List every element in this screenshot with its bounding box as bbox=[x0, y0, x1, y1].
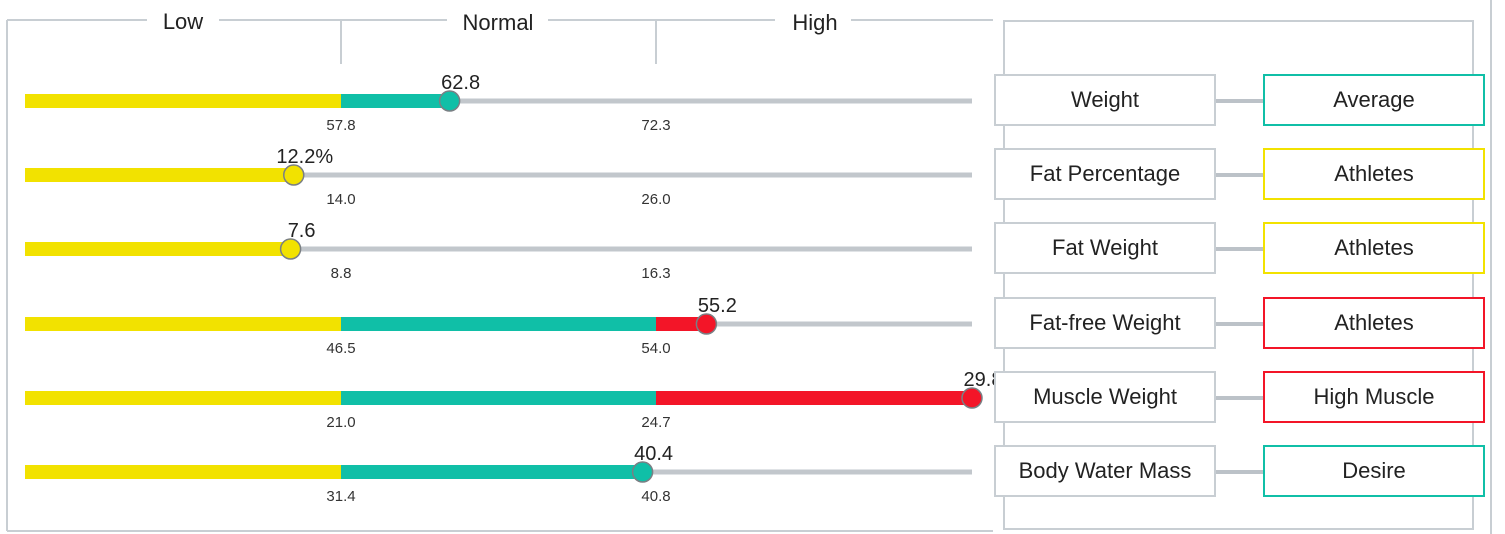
status-label: High Muscle bbox=[1263, 371, 1485, 423]
label-panel-mask bbox=[1003, 531, 1474, 534]
zone-label-normal: Normal bbox=[463, 10, 534, 35]
label-panel-frame bbox=[1003, 20, 1474, 530]
low-limit-label: 46.5 bbox=[326, 340, 355, 357]
low-limit-label: 57.8 bbox=[326, 117, 355, 134]
metric-label: Weight bbox=[994, 74, 1216, 126]
label-connector bbox=[1216, 99, 1263, 103]
metric-label: Muscle Weight bbox=[994, 371, 1216, 423]
metric-label: Fat Weight bbox=[994, 222, 1216, 274]
metric-label: Fat Percentage bbox=[994, 148, 1216, 200]
label-connector bbox=[1216, 173, 1263, 177]
high-limit-label: 16.3 bbox=[641, 265, 670, 282]
metric-label: Fat-free Weight bbox=[994, 297, 1216, 349]
high-limit-label: 54.0 bbox=[641, 340, 670, 357]
status-label: Desire bbox=[1263, 445, 1485, 497]
status-label: Athletes bbox=[1263, 222, 1485, 274]
row-fat-weight: 7.6 8.8 16.3 bbox=[25, 220, 972, 282]
value-label: 62.8 bbox=[441, 72, 480, 94]
value-label: 12.2% bbox=[276, 146, 333, 168]
label-connector bbox=[1216, 396, 1263, 400]
zone-label-high: High bbox=[792, 10, 837, 35]
row-fat-percentage: 12.2% 14.0 26.0 bbox=[25, 146, 972, 208]
value-marker bbox=[279, 238, 302, 260]
label-connector bbox=[1216, 470, 1263, 474]
value-label: 40.4 bbox=[634, 443, 673, 465]
row-weight: 62.8 57.8 72.3 bbox=[25, 72, 972, 134]
low-limit-label: 14.0 bbox=[326, 191, 355, 208]
low-limit-label: 31.4 bbox=[326, 488, 355, 505]
value-marker bbox=[695, 313, 718, 335]
high-limit-label: 40.8 bbox=[641, 488, 670, 505]
value-marker bbox=[438, 90, 461, 112]
chart-rows: 62.8 57.8 72.3 12.2% 14.0 26.0 7.6 8.8 16.3 55.2 4… bbox=[25, 72, 1002, 505]
right-edge-line bbox=[1490, 0, 1492, 534]
value-label: 29.8 bbox=[964, 369, 1003, 391]
value-marker bbox=[631, 461, 654, 483]
low-limit-label: 8.8 bbox=[331, 265, 352, 282]
high-limit-label: 26.0 bbox=[641, 191, 670, 208]
metric-label: Body Water Mass bbox=[994, 445, 1216, 497]
zone-headers: Low Normal High bbox=[163, 9, 838, 35]
low-limit-label: 21.0 bbox=[326, 414, 355, 431]
row-fat-free-weight: 55.2 46.5 54.0 bbox=[25, 295, 972, 357]
high-limit-label: 72.3 bbox=[641, 117, 670, 134]
value-marker bbox=[961, 387, 983, 409]
chart-frame bbox=[6, 19, 993, 532]
value-label: 55.2 bbox=[698, 295, 737, 317]
row-body-water-mass: 40.4 31.4 40.8 bbox=[25, 443, 972, 505]
value-marker bbox=[283, 164, 305, 186]
status-label: Average bbox=[1263, 74, 1485, 126]
label-connector bbox=[1216, 247, 1263, 251]
label-connector bbox=[1216, 322, 1263, 326]
high-limit-label: 24.7 bbox=[641, 414, 670, 431]
value-label: 7.6 bbox=[288, 220, 316, 242]
status-label: Athletes bbox=[1263, 297, 1485, 349]
row-muscle-weight: 29.8 21.0 24.7 bbox=[25, 369, 1002, 431]
status-label: Athletes bbox=[1263, 148, 1485, 200]
zone-label-low: Low bbox=[163, 9, 203, 34]
